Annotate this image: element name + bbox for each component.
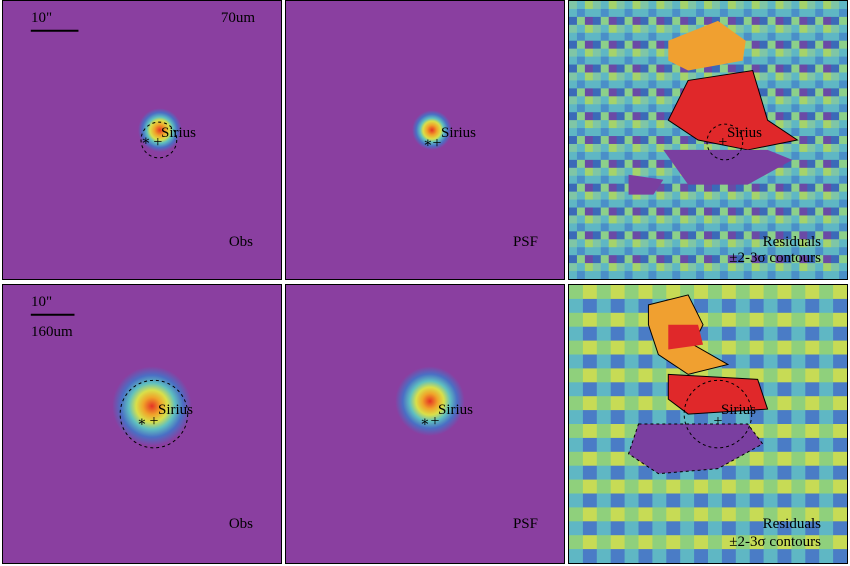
image-70um-psf: ∗ +: [286, 1, 564, 279]
source-blob: [138, 108, 182, 152]
kind-label: Residuals: [762, 516, 821, 532]
negative-region: [628, 174, 664, 195]
negative-region: [663, 149, 793, 185]
positive-region: [668, 324, 704, 350]
band-label: 160um: [31, 324, 73, 340]
source-label: Sirius: [441, 125, 477, 141]
cross-marker: +: [430, 413, 439, 430]
band-label: 70um: [220, 10, 255, 26]
image-70um-obs: ∗ +: [3, 1, 281, 279]
panel-70um-obs: ∗ + 10" 70um Sirius Obs: [2, 0, 282, 280]
positive-region: [667, 69, 799, 151]
asterisk-marker: ∗: [137, 415, 146, 430]
source-label: Sirius: [158, 402, 194, 418]
scale-label: 10": [31, 10, 53, 26]
image-70um-residuals: +: [569, 1, 847, 279]
cross-marker: +: [718, 134, 727, 151]
panel-70um-psf: ∗ + Sirius PSF: [285, 0, 565, 280]
asterisk-marker: ∗: [423, 136, 432, 151]
asterisk-marker: ∗: [420, 415, 429, 430]
image-160um-obs: ∗ +: [3, 285, 281, 563]
kind-label: Obs: [228, 234, 253, 250]
source-label: Sirius: [438, 402, 474, 418]
aperture-circle: [706, 123, 744, 161]
panel-70um-residuals: + Sirius Residuals ±2-3σ contours: [568, 0, 848, 280]
source-label: Sirius: [161, 125, 197, 141]
panel-160um-psf: ∗ + Sirius PSF: [285, 284, 565, 564]
contour-label: ±2-3σ contours: [729, 250, 821, 266]
kind-label: Residuals: [762, 234, 821, 250]
kind-label: PSF: [512, 234, 538, 250]
asterisk-marker: ∗: [141, 134, 150, 149]
source-blob: [112, 366, 192, 446]
kind-label: PSF: [512, 516, 538, 532]
source-blob: [395, 366, 465, 436]
positive-region: [667, 373, 769, 415]
cross-marker: +: [713, 413, 722, 430]
cross-marker: +: [432, 135, 441, 152]
aperture-circle: [683, 379, 753, 449]
positive-region: [668, 20, 746, 71]
negative-region: [627, 423, 764, 475]
aperture-circle: [140, 121, 178, 159]
source-label: Sirius: [727, 125, 763, 141]
panel-160um-residuals: + Sirius Residuals ±2-3σ contours: [568, 284, 848, 564]
cross-marker: +: [153, 134, 162, 151]
kind-label: Obs: [228, 516, 253, 532]
contour-label: ±2-3σ contours: [729, 534, 821, 550]
source-label: Sirius: [721, 402, 757, 418]
scale-label: 10": [31, 294, 53, 310]
panel-160um-obs: ∗ + 10" 160um Sirius Obs: [2, 284, 282, 564]
cross-marker: +: [149, 413, 158, 430]
aperture-circle: [119, 379, 189, 449]
image-160um-psf: ∗ +: [286, 285, 564, 563]
source-blob: [412, 110, 452, 150]
image-160um-residuals: +: [569, 285, 847, 563]
